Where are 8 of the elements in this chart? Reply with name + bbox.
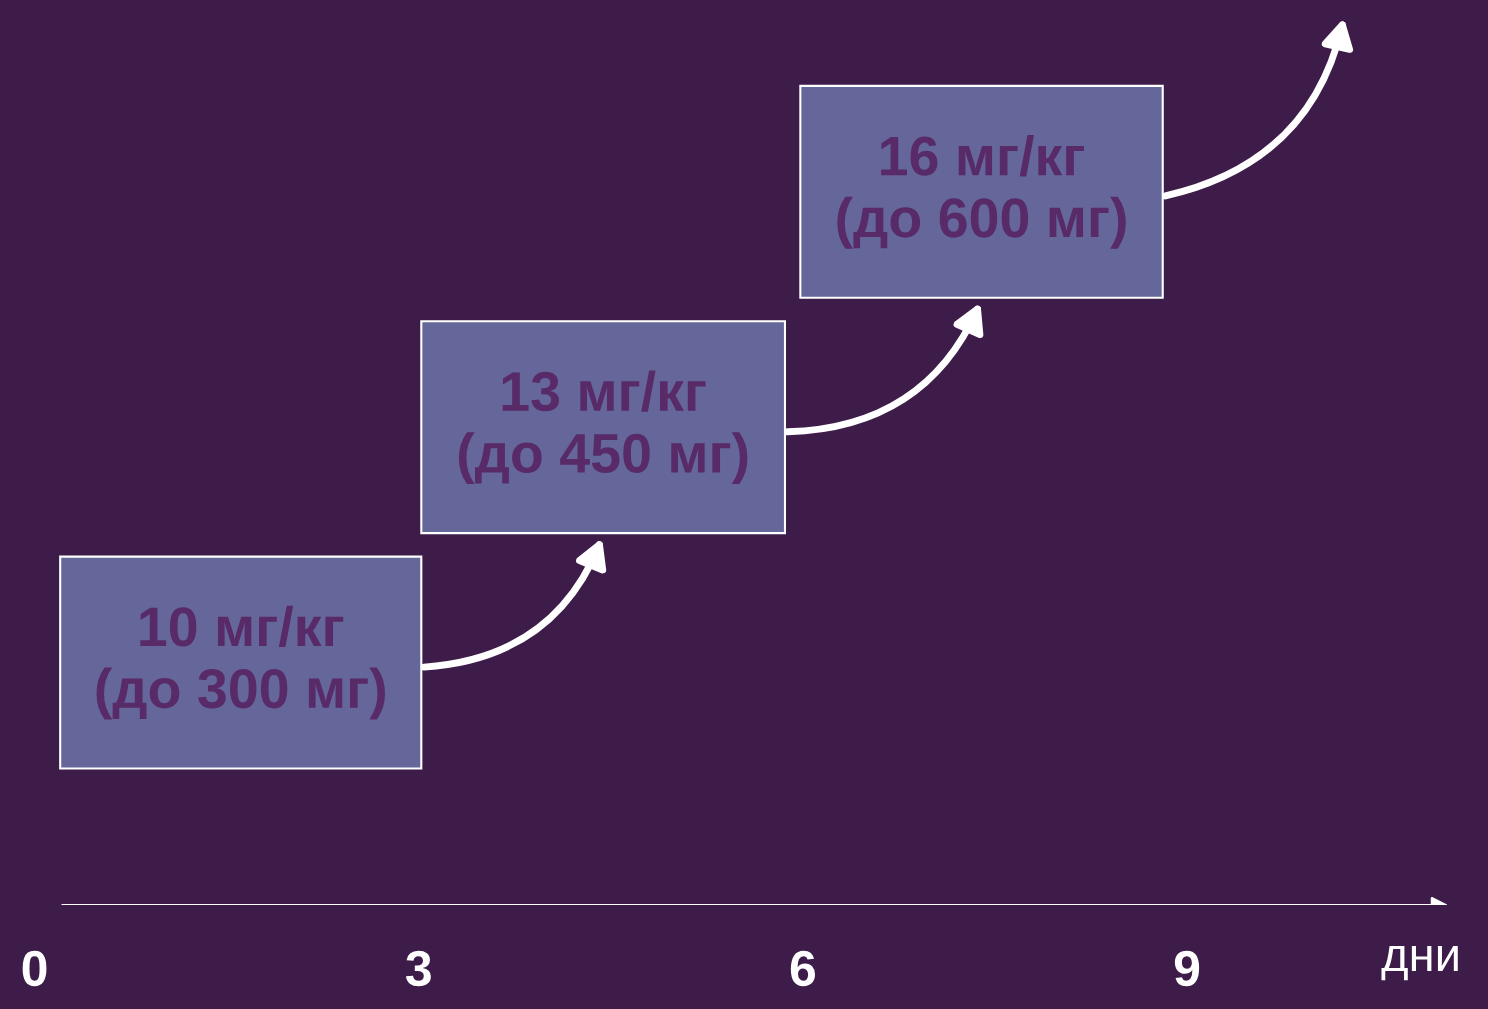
x-tick-label: 3 xyxy=(405,950,431,987)
annotation: 10 мг/кг (до 300 мг) xyxy=(96,605,385,720)
x-tick-label: 6 xyxy=(790,950,815,987)
x-axis-title: дни xyxy=(1381,945,1458,981)
x-tick-label: 9 xyxy=(1174,950,1200,987)
annotation: 16 мг/кг (до 600 мг) xyxy=(837,135,1126,249)
annotation: 13 мг/кг (до 450 мг) xyxy=(458,370,748,485)
x-tick-label: 0 xyxy=(22,950,47,987)
